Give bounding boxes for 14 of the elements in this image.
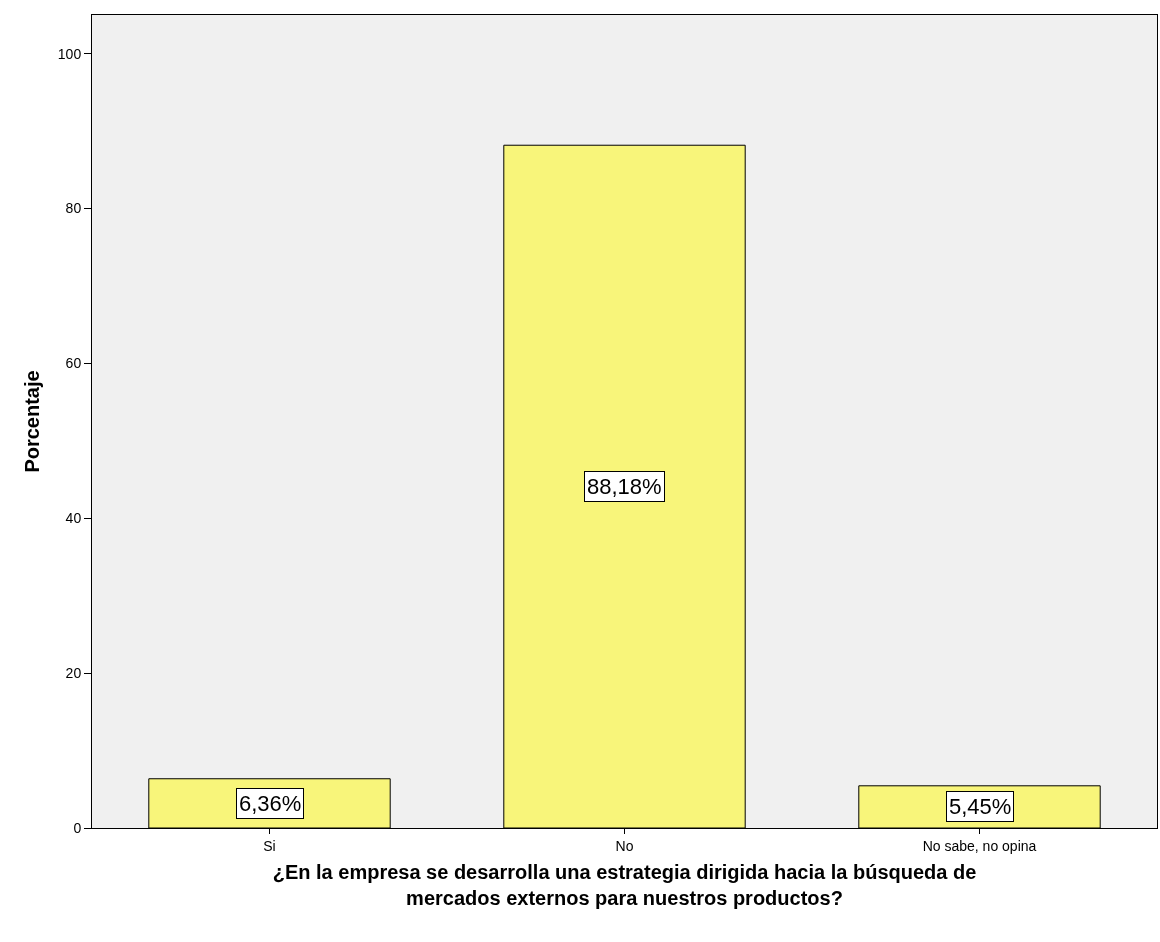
y-tick-label: 100 <box>57 45 82 62</box>
data-label: 6,36% <box>239 791 302 816</box>
x-tick-label: Si <box>263 837 276 854</box>
y-axis-title: Porcentaje <box>21 370 44 473</box>
y-tick-label: 40 <box>65 510 82 527</box>
data-label: 5,45% <box>949 794 1012 819</box>
y-tick-label: 0 <box>73 819 82 836</box>
x-axis-title: ¿En la empresa se desarrolla una estrategia dirigida hacia la búsqueda de mercados externos para nuestros productos? <box>272 861 977 910</box>
y-tick-label: 20 <box>65 665 82 682</box>
data-label: 88,18% <box>587 474 662 499</box>
y-tick-label: 80 <box>65 200 82 217</box>
x-tick-label: No <box>615 837 634 854</box>
y-tick-label: 60 <box>65 355 82 372</box>
x-tick-label: No sabe, no opina <box>922 837 1037 854</box>
